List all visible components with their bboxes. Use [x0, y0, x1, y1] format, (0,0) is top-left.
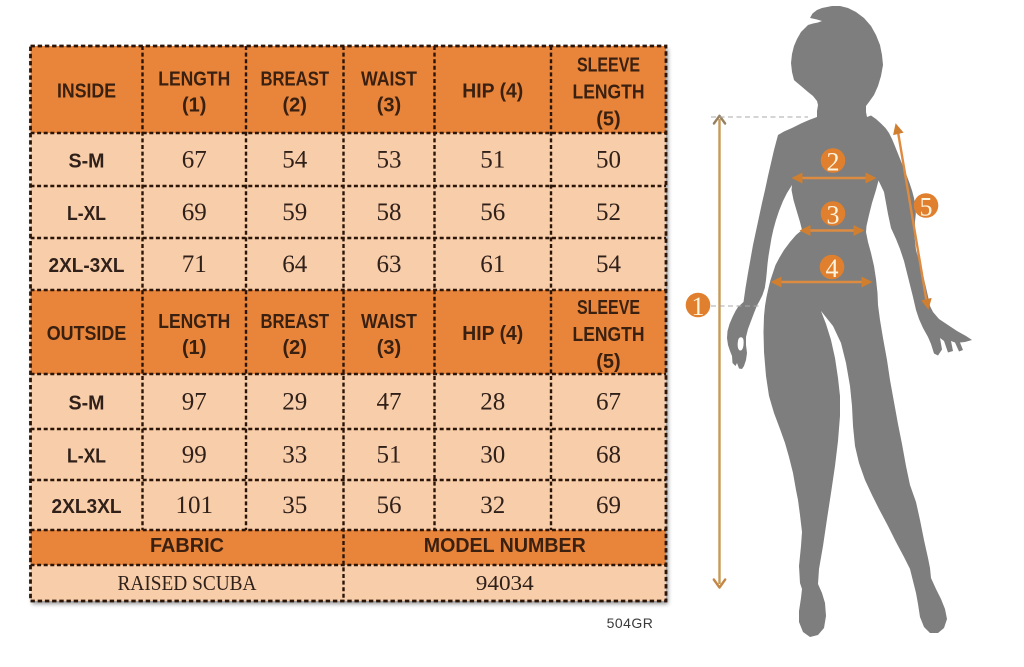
svg-text:SLEEVE: SLEEVE	[577, 55, 640, 77]
svg-text:LENGTH: LENGTH	[158, 69, 230, 91]
svg-text:(2): (2)	[283, 95, 307, 117]
svg-text:L-XL: L-XL	[67, 203, 106, 225]
svg-text:(2): (2)	[283, 337, 307, 359]
svg-text:SLEEVE: SLEEVE	[577, 297, 640, 319]
svg-text:94034: 94034	[476, 571, 535, 595]
svg-text:30: 30	[480, 442, 505, 469]
svg-text:MODEL NUMBER: MODEL NUMBER	[424, 535, 587, 557]
svg-text:35: 35	[282, 492, 307, 519]
svg-text:47: 47	[377, 389, 402, 416]
svg-text:LENGTH: LENGTH	[158, 311, 230, 333]
svg-text:54: 54	[596, 251, 622, 278]
svg-text:4: 4	[826, 254, 839, 283]
svg-text:61: 61	[480, 251, 505, 278]
svg-text:WAIST: WAIST	[361, 69, 417, 91]
svg-text:WAIST: WAIST	[361, 311, 417, 333]
svg-text:(1): (1)	[182, 337, 206, 359]
svg-text:(5): (5)	[596, 351, 620, 373]
svg-text:51: 51	[480, 147, 505, 174]
svg-text:67: 67	[182, 147, 207, 174]
svg-text:L-XL: L-XL	[67, 446, 106, 468]
svg-text:59: 59	[282, 199, 307, 226]
svg-text:3: 3	[827, 200, 840, 229]
svg-text:HIP (4): HIP (4)	[462, 323, 523, 345]
svg-text:53: 53	[377, 147, 402, 174]
svg-text:69: 69	[596, 492, 621, 519]
svg-text:BREAST: BREAST	[261, 311, 330, 333]
svg-text:97: 97	[182, 389, 207, 416]
svg-text:(3): (3)	[377, 95, 401, 117]
svg-text:69: 69	[182, 199, 207, 226]
svg-text:2XL-3XL: 2XL-3XL	[49, 255, 125, 277]
svg-text:2XL3XL: 2XL3XL	[52, 496, 122, 518]
svg-text:(1): (1)	[182, 95, 206, 117]
svg-text:S-M: S-M	[69, 393, 105, 415]
svg-text:32: 32	[480, 492, 505, 519]
svg-text:FABRIC: FABRIC	[150, 535, 224, 557]
svg-text:71: 71	[182, 251, 207, 278]
svg-text:BREAST: BREAST	[261, 69, 330, 91]
svg-text:29: 29	[282, 389, 307, 416]
svg-text:1: 1	[692, 292, 705, 321]
svg-text:68: 68	[596, 442, 621, 469]
svg-text:64: 64	[282, 251, 308, 278]
svg-text:S-M: S-M	[69, 151, 105, 173]
svg-text:33: 33	[282, 442, 307, 469]
svg-text:99: 99	[182, 442, 207, 469]
svg-text:INSIDE: INSIDE	[57, 81, 116, 103]
svg-text:28: 28	[480, 389, 505, 416]
svg-text:101: 101	[176, 492, 214, 519]
svg-text:OUTSIDE: OUTSIDE	[47, 323, 127, 345]
svg-text:56: 56	[480, 199, 505, 226]
svg-text:54: 54	[282, 147, 308, 174]
svg-text:52: 52	[596, 199, 621, 226]
svg-text:RAISED SCUBA: RAISED SCUBA	[118, 571, 258, 595]
svg-text:58: 58	[377, 199, 402, 226]
svg-text:67: 67	[596, 389, 621, 416]
svg-text:50: 50	[596, 147, 621, 174]
svg-text:51: 51	[377, 442, 402, 469]
svg-text:HIP (4): HIP (4)	[462, 81, 523, 103]
svg-text:2: 2	[827, 147, 840, 176]
svg-text:63: 63	[377, 251, 402, 278]
svg-text:5: 5	[920, 192, 933, 221]
svg-text:LENGTH: LENGTH	[573, 82, 645, 104]
svg-text:56: 56	[377, 492, 402, 519]
svg-text:(5): (5)	[596, 109, 620, 131]
svg-text:LENGTH: LENGTH	[573, 324, 645, 346]
svg-text:(3): (3)	[377, 337, 401, 359]
